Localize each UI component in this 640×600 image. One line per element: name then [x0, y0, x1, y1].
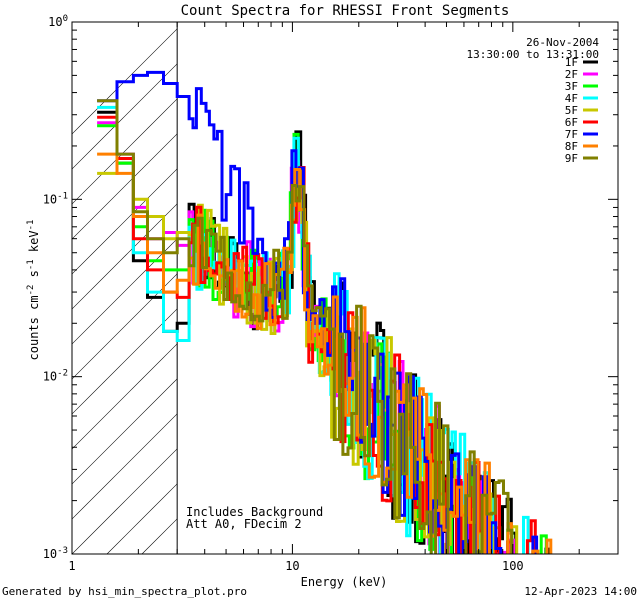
legend-label-4F: 4F — [565, 92, 578, 105]
hatch-line — [72, 28, 178, 135]
hatch-line — [72, 203, 178, 310]
footer-generated-by: Generated by hsi_min_spectra_plot.pro — [2, 585, 247, 598]
hatch-line — [72, 448, 178, 554]
legend-label-8F: 8F — [565, 140, 578, 153]
legend-label-9F: 9F — [565, 152, 578, 165]
background-hatched-region — [72, 0, 640, 554]
x-tick-label: 10 — [285, 559, 299, 573]
hatch-line — [72, 378, 178, 485]
legend-label-7F: 7F — [565, 128, 578, 141]
y-tick-label: 100 — [48, 14, 68, 29]
hatch-line — [527, 0, 640, 554]
hatch-line — [72, 63, 178, 170]
plot-frame — [71, 21, 619, 555]
x-tick-label: 1 — [68, 559, 75, 573]
y-tick-label: 10-2 — [43, 369, 68, 384]
legend-label-6F: 6F — [565, 116, 578, 129]
series-line-4F — [97, 105, 530, 554]
legend-date: 26-Nov-2004 — [526, 36, 599, 49]
legend-time-range: 13:30:00 to 13:31:00 — [467, 48, 599, 61]
legend-label-1F: 1F — [565, 56, 578, 69]
chart-title: Count Spectra for RHESSI Front Segments — [181, 3, 510, 19]
annotation-background: Includes Background — [186, 505, 323, 519]
annotation-attenuator: Att A0, FDecim 2 — [186, 517, 302, 531]
legend-label-5F: 5F — [565, 104, 578, 117]
series-line-7F — [97, 70, 539, 554]
footer-date: 12-Apr-2023 14:00 — [524, 585, 637, 598]
hatch-line — [72, 413, 178, 520]
legend: 26-Nov-2004 13:30:00 to 13:31:00 1F2F3F4… — [467, 36, 600, 165]
series-layer — [97, 70, 553, 554]
y-tick-label: 10-3 — [43, 546, 68, 561]
axis-ticks: 1 10 100 100 10-1 10-2 10-3 — [43, 14, 619, 573]
hatch-line — [72, 273, 178, 380]
legend-label-2F: 2F — [565, 68, 578, 81]
x-tick-label: 100 — [502, 559, 524, 573]
y-tick-label: 10-1 — [43, 191, 68, 206]
y-axis-label: counts cm-2 s-1 keV-1 — [26, 220, 41, 361]
hatch-line — [72, 238, 178, 345]
series-line-5F — [97, 157, 539, 554]
legend-label-3F: 3F — [565, 80, 578, 93]
series-line-9F — [97, 99, 514, 554]
x-axis-label: Energy (keV) — [301, 575, 388, 589]
